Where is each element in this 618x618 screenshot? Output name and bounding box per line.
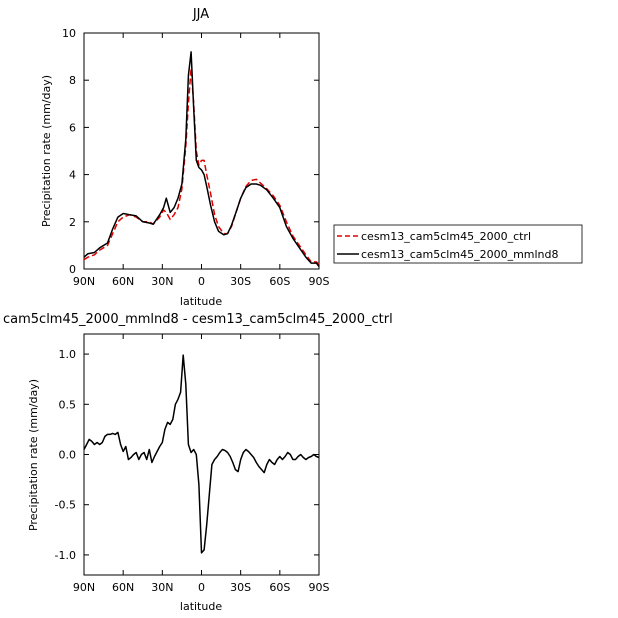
top-ytick-label: 8 — [69, 74, 76, 87]
top-xtick-label: 90S — [309, 275, 330, 288]
top-series-line-1 — [83, 51, 320, 268]
top-xtick-label: 60N — [112, 275, 134, 288]
bottom-xtick-label: 60N — [112, 581, 134, 594]
top-xtick-label: 30N — [151, 275, 173, 288]
bottom-ylabel: Precipitation rate (mm/day) — [27, 379, 40, 531]
top-title: JJA — [192, 7, 209, 22]
bottom-xtick-label: 30S — [230, 581, 251, 594]
bottom-ytick-label: -0.5 — [55, 499, 76, 512]
legend-box — [333, 224, 583, 264]
top-xtick-label: 30S — [230, 275, 251, 288]
bottom-ytick-label: -1.0 — [55, 549, 76, 562]
top-xtick-label: 90N — [73, 275, 95, 288]
bottom-xtick-label: 60S — [269, 581, 290, 594]
top-ytick-label: 2 — [69, 216, 76, 229]
legend-label-ctrl: cesm13_cam5clm45_2000_ctrl — [361, 230, 531, 243]
top-ytick-label: 0 — [69, 263, 76, 276]
top-plot-frame — [83, 32, 320, 270]
top-xlabel: latitude — [180, 295, 222, 308]
top-xtick-label: 0 — [198, 275, 205, 288]
top-chart-marks: 90N 60N 30N 0 30S 60S 90S 0 2 4 6 8 10 — [62, 27, 330, 288]
top-ylabel: Precipitation rate (mm/day) — [40, 75, 53, 227]
bottom-title: cam5clm45_2000_mmlnd8 - cesm13_cam5clm45… — [3, 312, 393, 327]
bottom-chart-marks: 90N 60N 30N 0 30S 60S 90S 1.0 0.5 0.0 -0.5 -1.0 — [55, 334, 330, 594]
bottom-xlabel: latitude — [180, 600, 222, 613]
top-xtick-label: 60S — [269, 275, 290, 288]
bottom-ytick-label: 1.0 — [59, 348, 77, 361]
bottom-ytick-label: 0.5 — [59, 398, 77, 411]
top-ytick-label: 6 — [69, 121, 76, 134]
legend-label-mmlnd8: cesm13_cam5clm45_2000_mmlnd8 — [361, 248, 559, 261]
top-ytick-label: 4 — [69, 169, 76, 182]
bottom-xtick-label: 30N — [151, 581, 173, 594]
bottom-series-line-0 — [83, 354, 320, 554]
top-series-line-0 — [83, 67, 320, 265]
top-ytick-label: 10 — [62, 27, 76, 40]
bottom-xtick-label: 90S — [309, 581, 330, 594]
bottom-xtick-label: 0 — [198, 581, 205, 594]
bottom-xtick-label: 90N — [73, 581, 95, 594]
bottom-ytick-label: 0.0 — [59, 449, 77, 462]
legend: cesm13_cam5clm45_2000_ctrl cesm13_cam5cl… — [333, 224, 583, 264]
